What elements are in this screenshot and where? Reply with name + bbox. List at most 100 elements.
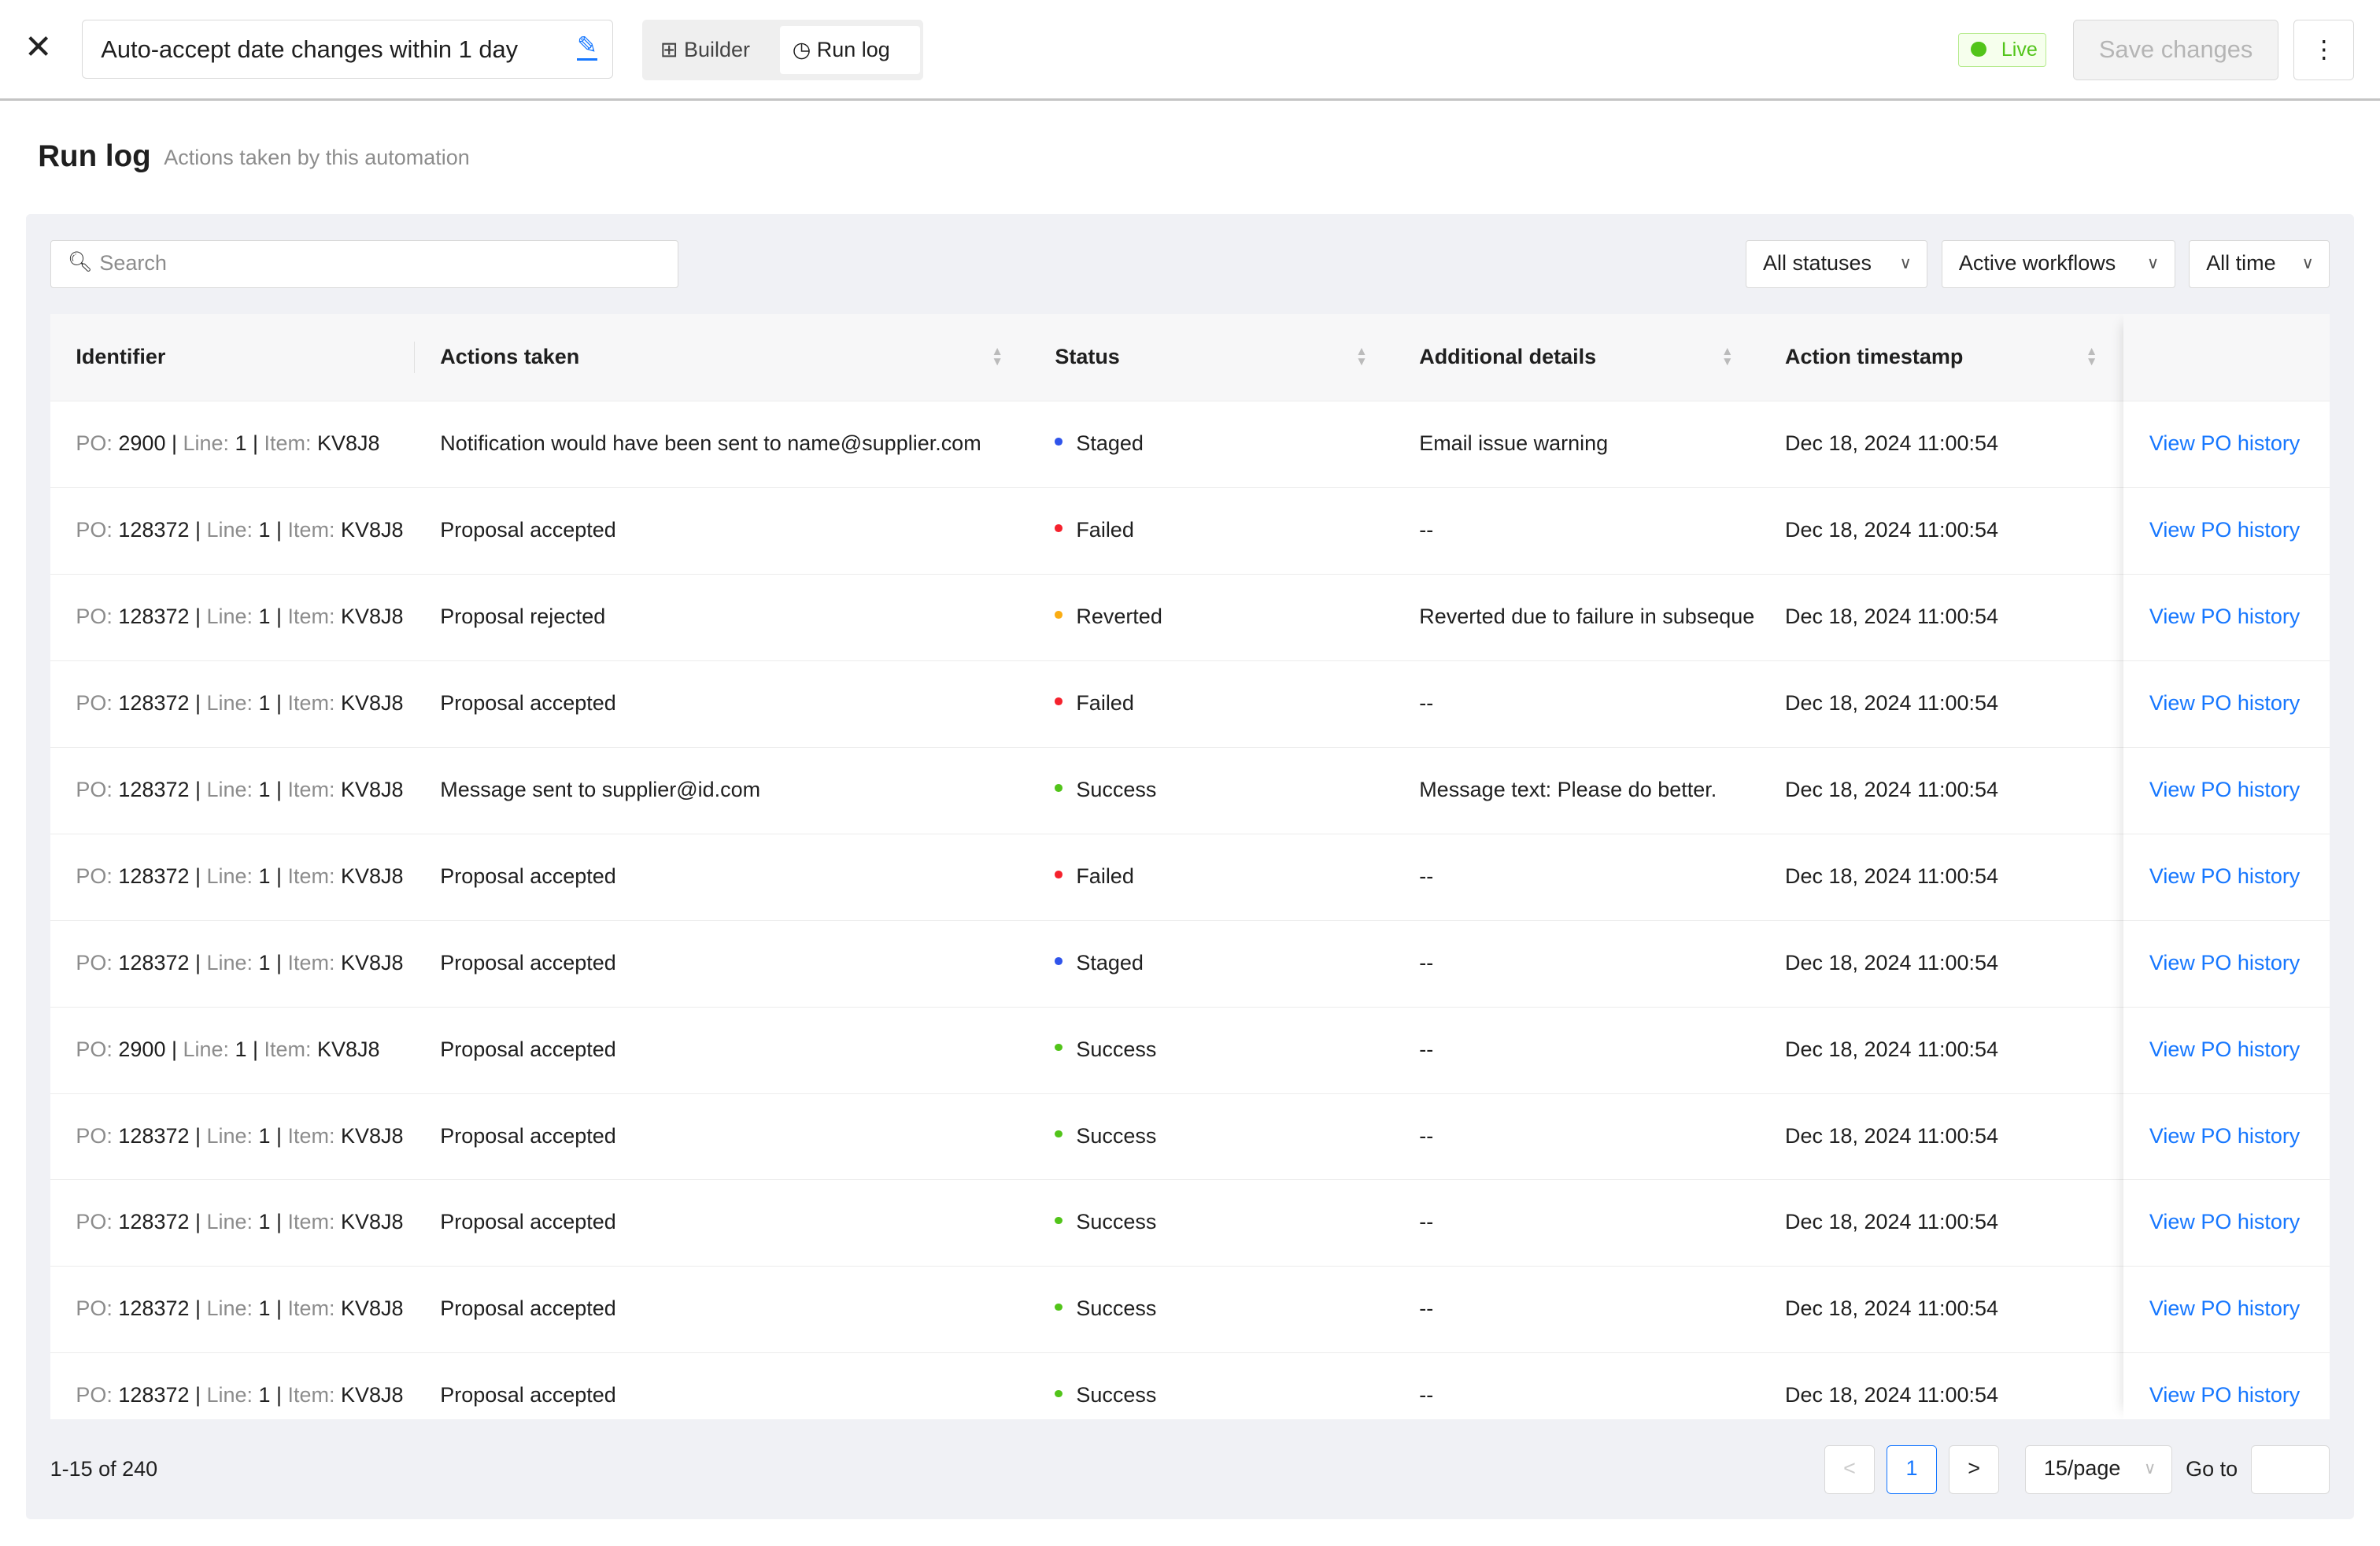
view-po-history-link[interactable]: View PO history — [2149, 1210, 2301, 1234]
column-header-actions[interactable]: Actions taken ▲ ▼ — [414, 314, 1029, 401]
details-cell: -- — [1419, 1210, 1434, 1234]
sort-icon[interactable]: ▲ ▼ — [1721, 344, 1734, 369]
identifier-cell: PO: 128372 | Line: 1 | Item: KV8J8 — [76, 864, 404, 888]
timestamp-cell: Dec 18, 2024 11:00:54 — [1784, 1037, 1999, 1061]
view-po-history-link[interactable]: View PO history — [2149, 431, 2301, 456]
save-changes-button[interactable]: Save changes — [2073, 20, 2278, 81]
status-cell: Success — [1029, 747, 1394, 834]
identifier-cell: PO: 2900 | Line: 1 | Item: KV8J8 — [76, 1037, 380, 1061]
status-cell: Success — [1029, 1093, 1394, 1180]
status-dot — [1055, 870, 1062, 878]
chevron-down-icon: ∨ — [2301, 253, 2315, 272]
view-po-history-link[interactable]: View PO history — [2149, 777, 2301, 801]
view-po-history-link[interactable]: View PO history — [2149, 950, 2301, 975]
timestamp-cell: Dec 18, 2024 11:00:54 — [1784, 1123, 1999, 1148]
prev-page-button[interactable]: < — [1824, 1444, 1875, 1494]
status-dot — [1055, 524, 1062, 532]
identifier-cell: PO: 128372 | Line: 1 | Item: KV8J8 — [76, 950, 404, 975]
sort-icon[interactable]: ▲ ▼ — [2086, 344, 2098, 369]
details-cell: Email issue warning — [1419, 431, 1609, 456]
status-dot — [1055, 611, 1062, 619]
builder-grid-icon: ⊞ — [660, 37, 678, 61]
search-input[interactable] — [96, 250, 664, 278]
action-cell: Proposal accepted — [440, 690, 616, 715]
table-row: PO: 128372 | Line: 1 | Item: KV8J8 Propos… — [50, 487, 2330, 575]
timestamp-cell: Dec 18, 2024 11:00:54 — [1784, 431, 1999, 456]
table-row: PO: 128372 | Line: 1 | Item: KV8J8 Messag… — [50, 747, 2330, 834]
table-row: PO: 128372 | Line: 1 | Item: KV8J8 Propos… — [50, 920, 2330, 1008]
details-cell: -- — [1419, 1296, 1434, 1321]
view-po-history-link[interactable]: View PO history — [2149, 1296, 2301, 1321]
identifier-cell: PO: 128372 | Line: 1 | Item: KV8J8 — [76, 777, 404, 801]
status-dot — [1055, 1303, 1062, 1311]
goto-label: Go to — [2186, 1457, 2238, 1481]
tab-builder[interactable]: ⊞ Builder — [660, 37, 751, 61]
status-cell: Failed — [1029, 834, 1394, 920]
timestamp-cell: Dec 18, 2024 11:00:54 — [1784, 518, 1999, 542]
column-header-details[interactable]: Additional details ▲ ▼ — [1419, 344, 1734, 369]
view-po-history-link[interactable]: View PO history — [2149, 1123, 2301, 1148]
status-cell: Success — [1029, 1179, 1394, 1266]
column-header-identifier: Identifier — [76, 345, 166, 369]
column-header-status[interactable]: Status ▲ ▼ — [1055, 344, 1368, 369]
action-cell: Proposal accepted — [440, 864, 616, 888]
history-clock-icon: ◷ — [792, 37, 811, 61]
action-cell: Proposal accepted — [440, 1210, 616, 1234]
more-vertical-icon[interactable]: ⋮ — [2293, 20, 2355, 81]
timestamp-cell: Dec 18, 2024 11:00:54 — [1784, 1296, 1999, 1321]
column-header-timestamp[interactable]: Action timestamp ▲ ▼ — [1784, 344, 2098, 369]
goto-page-input[interactable] — [2251, 1444, 2330, 1494]
action-cell: Proposal accepted — [440, 1296, 616, 1321]
view-po-history-link[interactable]: View PO history — [2149, 690, 2301, 715]
status-cell: Success — [1029, 1266, 1394, 1352]
status-dot — [1055, 1043, 1062, 1052]
workflow-filter-select[interactable]: Active workflows ∨ — [1941, 239, 2175, 289]
status-badge: Live — [1957, 33, 2046, 67]
page-1-button[interactable]: 1 — [1887, 1444, 1937, 1494]
timestamp-cell: Dec 18, 2024 11:00:54 — [1784, 604, 1999, 628]
close-icon[interactable]: ✕ — [24, 28, 53, 65]
search-icon: 🔍︎ — [67, 251, 93, 274]
action-cell: Proposal accepted — [440, 518, 616, 542]
table-row: PO: 128372 | Line: 1 | Item: KV8J8 Propos… — [50, 1266, 2330, 1354]
automation-title: Auto-accept date changes within 1 day — [101, 35, 519, 64]
identifier-cell: PO: 128372 | Line: 1 | Item: KV8J8 — [76, 1383, 404, 1407]
view-po-history-link[interactable]: View PO history — [2149, 518, 2301, 542]
page-subtitle: Actions taken by this automation — [164, 146, 470, 170]
table-row: PO: 128372 | Line: 1 | Item: KV8J8 Propos… — [50, 660, 2330, 748]
next-page-button[interactable]: > — [1949, 1444, 1999, 1494]
identifier-cell: PO: 128372 | Line: 1 | Item: KV8J8 — [76, 604, 404, 628]
chevron-right-icon: > — [1968, 1455, 1980, 1480]
status-dot — [1055, 1389, 1062, 1398]
view-po-history-link[interactable]: View PO history — [2149, 604, 2301, 628]
table-row: PO: 128372 | Line: 1 | Item: KV8J8 Propos… — [50, 1179, 2330, 1267]
status-cell: Reverted — [1029, 574, 1394, 660]
table-header: Identifier Actions taken ▲ ▼ Status ▲ ▼ Addi… — [50, 314, 2330, 402]
status-dot — [1055, 1130, 1062, 1138]
identifier-cell: PO: 128372 | Line: 1 | Item: KV8J8 — [76, 690, 404, 715]
details-cell: -- — [1419, 950, 1434, 975]
action-cell: Proposal rejected — [440, 604, 606, 628]
chevron-down-icon: ∨ — [1899, 253, 1912, 272]
view-po-history-link[interactable]: View PO history — [2149, 1383, 2301, 1407]
page-size-select[interactable]: 15/page ∨ — [2024, 1444, 2172, 1494]
action-cell: Proposal accepted — [440, 950, 616, 975]
sort-icon[interactable]: ▲ ▼ — [991, 344, 1003, 369]
time-filter-select[interactable]: All time ∨ — [2188, 239, 2330, 289]
search-box[interactable]: 🔍︎ — [50, 239, 679, 289]
status-cell: Success — [1029, 1007, 1394, 1093]
view-po-history-link[interactable]: View PO history — [2149, 864, 2301, 888]
play-circle-icon — [1971, 42, 1986, 57]
status-dot — [1055, 784, 1062, 792]
top-bar: ✕ Auto-accept date changes within 1 day … — [0, 0, 2380, 102]
tab-run-log[interactable]: ◷ Run log — [780, 25, 920, 75]
pagination-summary: 1-15 of 240 — [50, 1457, 158, 1481]
table-row: PO: 128372 | Line: 1 | Item: KV8J8 Propos… — [50, 1352, 2330, 1419]
status-cell: Failed — [1029, 487, 1394, 574]
status-filter-select[interactable]: All statuses ∨ — [1745, 239, 1928, 289]
sort-icon[interactable]: ▲ ▼ — [1355, 344, 1368, 369]
view-po-history-link[interactable]: View PO history — [2149, 1037, 2301, 1061]
edit-pencil-icon[interactable]: ✎ — [577, 31, 597, 61]
timestamp-cell: Dec 18, 2024 11:00:54 — [1784, 1210, 1999, 1234]
automation-title-field[interactable]: Auto-accept date changes within 1 day ✎ — [82, 20, 614, 80]
